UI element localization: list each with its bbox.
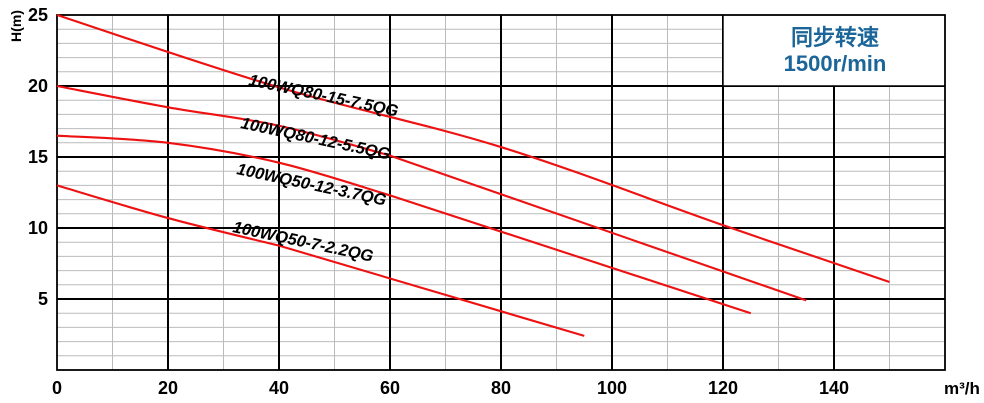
- svg-text:100: 100: [597, 378, 627, 398]
- svg-text:60: 60: [380, 378, 400, 398]
- svg-text:15: 15: [28, 147, 48, 167]
- svg-text:80: 80: [491, 378, 511, 398]
- svg-text:120: 120: [708, 378, 738, 398]
- svg-text:20: 20: [28, 76, 48, 96]
- svg-text:20: 20: [158, 378, 178, 398]
- svg-text:同步转速: 同步转速: [791, 25, 879, 50]
- svg-text:1500r/min: 1500r/min: [784, 51, 887, 76]
- svg-text:40: 40: [269, 378, 289, 398]
- svg-text:100WQ80-15-7.5QG: 100WQ80-15-7.5QG: [247, 71, 400, 120]
- svg-text:140: 140: [819, 378, 849, 398]
- svg-text:0: 0: [52, 378, 62, 398]
- svg-text:5: 5: [38, 289, 48, 309]
- svg-text:10: 10: [28, 218, 48, 238]
- svg-text:25: 25: [28, 5, 48, 25]
- svg-text:H(m): H(m): [8, 10, 24, 42]
- svg-text:m³/h: m³/h: [944, 379, 980, 398]
